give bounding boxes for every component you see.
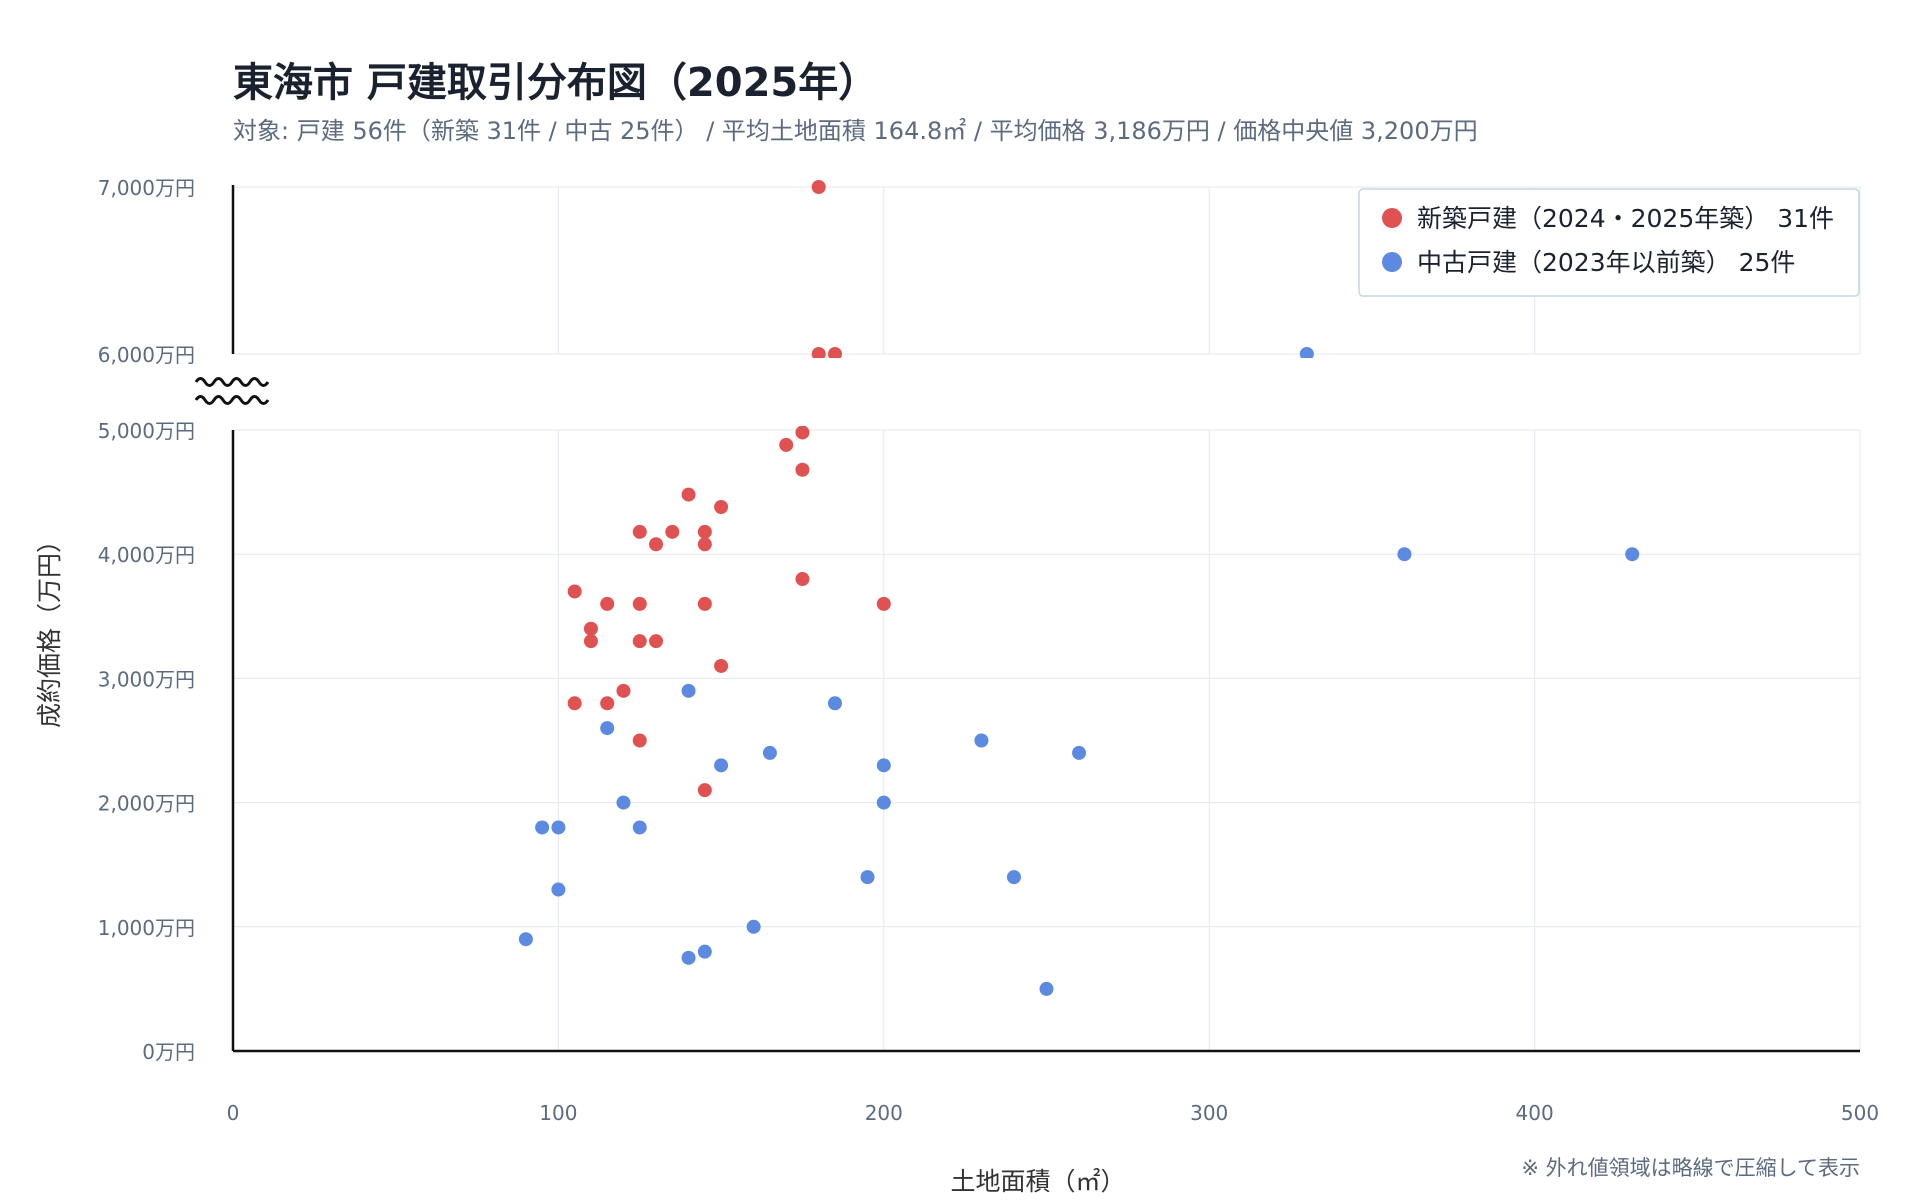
point-used-house — [860, 870, 875, 885]
point-new-house — [795, 572, 810, 587]
break-wave-top — [194, 377, 270, 387]
point-new-house — [811, 347, 826, 361]
point-used-house — [1397, 547, 1412, 562]
tick-labels: 0 100 200 300 400 500 0万円 1,000万円 2,000万円 3,000万円… — [98, 176, 1879, 1125]
break-wave-bottom — [194, 395, 270, 405]
point-new-house — [649, 537, 664, 552]
point-used-house — [681, 683, 696, 698]
point-used-house — [1299, 347, 1314, 361]
point-used-house — [714, 758, 729, 773]
x-tick-label: 200 — [865, 1101, 903, 1125]
x-tick-label: 100 — [539, 1101, 577, 1125]
data-points — [518, 180, 1640, 996]
axes — [231, 185, 1860, 1053]
break-gap — [195, 358, 1875, 426]
legend-box — [1358, 188, 1860, 297]
point-used-house — [876, 795, 891, 810]
point-new-house — [876, 596, 891, 611]
x-tick-label: 500 — [1841, 1101, 1879, 1125]
chart-title: 東海市 戸建取引分布図（2025年） — [233, 60, 879, 106]
y-tick-label: 3,000万円 — [98, 667, 195, 691]
point-new-house — [616, 683, 631, 698]
point-used-house — [762, 745, 777, 760]
point-new-house — [665, 524, 680, 539]
point-new-house — [567, 696, 582, 711]
x-tick-label: 300 — [1190, 1101, 1228, 1125]
point-used-house — [697, 944, 712, 959]
point-new-house — [714, 500, 729, 515]
point-used-house — [600, 721, 615, 736]
y-tick-label: 7,000万円 — [98, 176, 195, 200]
point-new-house — [632, 524, 647, 539]
point-new-house — [795, 425, 810, 440]
point-new-house — [600, 596, 615, 611]
point-used-house — [876, 758, 891, 773]
legend-label: 新築戸建（2024・2025年築） 31件 — [1417, 204, 1834, 233]
point-used-house — [535, 820, 550, 835]
point-new-house — [600, 696, 615, 711]
point-used-house — [551, 820, 566, 835]
point-used-house — [616, 795, 631, 810]
point-new-house — [697, 537, 712, 552]
point-new-house — [811, 180, 826, 194]
point-new-house — [649, 634, 664, 649]
point-new-house — [697, 596, 712, 611]
axis-break-mark — [194, 358, 1875, 426]
point-new-house — [714, 658, 729, 673]
point-new-house — [583, 634, 598, 649]
x-tick-label: 0 — [227, 1101, 240, 1125]
point-used-house — [827, 696, 842, 711]
point-used-house — [1625, 547, 1640, 562]
point-new-house — [697, 783, 712, 798]
point-used-house — [974, 733, 989, 748]
point-new-house — [697, 524, 712, 539]
point-used-house — [1006, 870, 1021, 885]
point-new-house — [632, 596, 647, 611]
point-new-house — [827, 347, 842, 361]
point-used-house — [1072, 745, 1087, 760]
y-tick-label: 6,000万円 — [98, 343, 195, 367]
point-used-house — [518, 932, 533, 947]
y-axis-title: 成約価格（万円） — [35, 528, 64, 728]
point-new-house — [567, 584, 582, 599]
y-tick-label: 0万円 — [142, 1040, 195, 1064]
chart-note: ※ 外れ値領域は略線で圧縮して表示 — [1521, 1156, 1860, 1180]
x-axis-title: 土地面積（㎡） — [950, 1167, 1125, 1196]
point-used-house — [1039, 981, 1054, 996]
point-used-house — [551, 882, 566, 897]
y-tick-label: 5,000万円 — [98, 419, 195, 443]
legend-label: 中古戸建（2023年以前築） 25件 — [1417, 248, 1795, 277]
point-used-house — [632, 820, 647, 835]
point-new-house — [779, 437, 794, 452]
y-tick-label: 1,000万円 — [98, 916, 195, 940]
chart-subtitle: 対象: 戸建 56件（新築 31件 / 中古 25件） / 平均土地面積 164… — [233, 117, 1478, 145]
y-tick-label: 4,000万円 — [98, 543, 195, 567]
point-new-house — [632, 634, 647, 649]
grid-lines — [233, 186, 1861, 1051]
point-new-house — [583, 621, 598, 636]
point-used-house — [681, 950, 696, 965]
y-tick-label: 2,000万円 — [98, 792, 195, 816]
point-new-house — [681, 487, 696, 502]
legend-marker — [1382, 252, 1402, 272]
legend-marker — [1382, 208, 1402, 228]
point-used-house — [746, 919, 761, 934]
x-tick-label: 400 — [1516, 1101, 1554, 1125]
point-new-house — [632, 733, 647, 748]
point-new-house — [795, 462, 810, 477]
